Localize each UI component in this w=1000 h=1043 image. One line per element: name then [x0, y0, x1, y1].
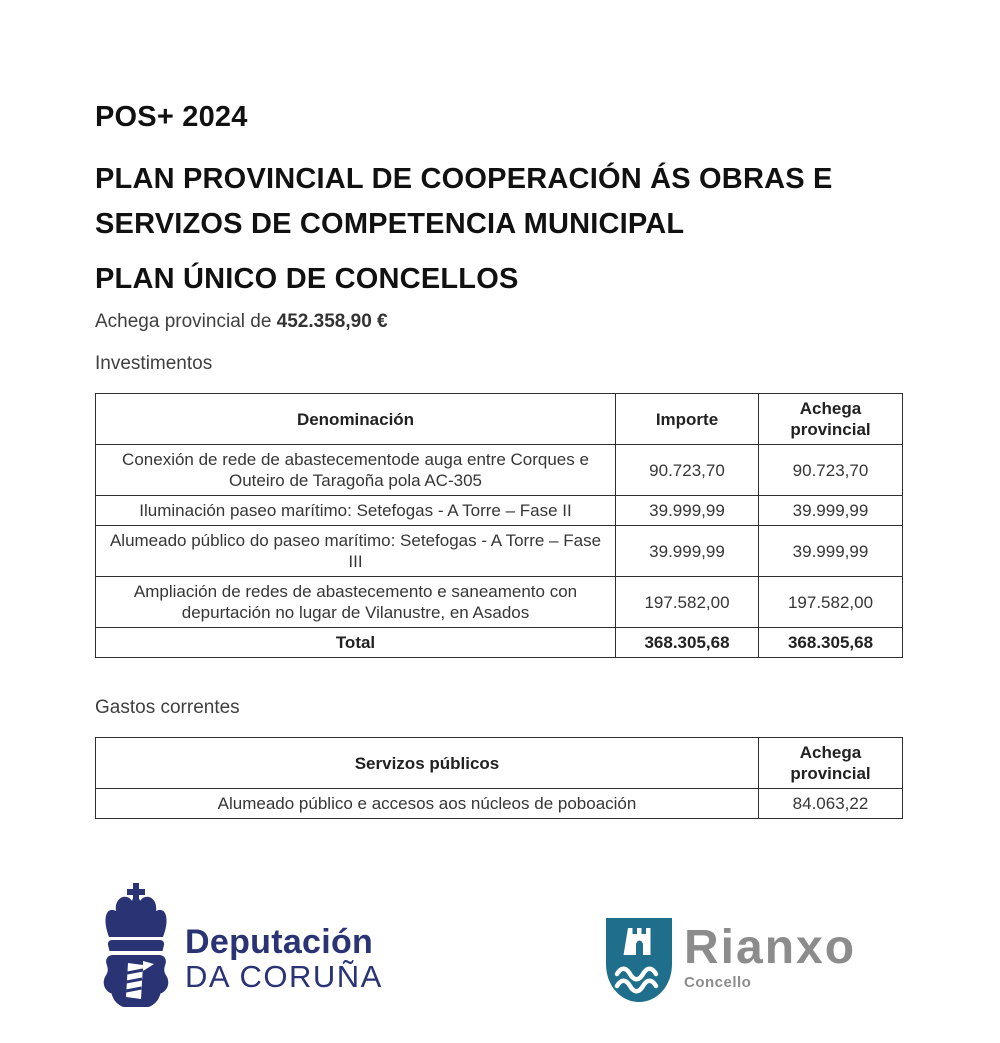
cell-denominacion: Alumeado público do paseo marítimo: Sete… [95, 525, 616, 577]
section-investments-label: Investimentos [95, 353, 213, 374]
total-label: Total [95, 627, 616, 658]
deputacion-text: Deputación DA CORUÑA [185, 883, 383, 993]
rianxo-text: Rianxo Concello [684, 917, 857, 992]
subsidy-prefix: Achega provincial de [95, 311, 277, 332]
subsidy-amount: 452.358,90 € [276, 311, 388, 332]
deputacion-emblem-icon [103, 883, 169, 1007]
expenses-header-row: Servizos públicos Achega provincial [95, 737, 903, 789]
rianxo-shield-icon [606, 918, 672, 1002]
cell-achega: 39.999,99 [758, 525, 903, 577]
col-header-achega: Achega provincial [758, 393, 903, 445]
investments-table: Denominación Importe Achega provincial C… [95, 393, 903, 658]
title-plan-line1: PLAN PROVINCIAL DE COOPERACIÓN ÁS OBRAS … [95, 163, 833, 195]
total-importe: 368.305,68 [615, 627, 759, 658]
deputacion-name: Deputación [185, 923, 374, 961]
table-row: Iluminación paseo marítimo: Setefogas - … [95, 495, 903, 526]
document-page: POS+ 2024 PLAN PROVINCIAL DE COOPERACIÓN… [95, 101, 905, 1007]
cell-denominacion: Ampliación de redes de abastecemento e s… [95, 576, 616, 628]
cell-achega: 197.582,00 [758, 576, 903, 628]
table-row: Ampliación de redes de abastecemento e s… [95, 576, 903, 628]
deputacion-subtitle: DA CORUÑA [185, 959, 383, 994]
cell-importe: 39.999,99 [615, 525, 759, 577]
section-expenses-label: Gastos correntes [95, 697, 240, 718]
footer-logos: Deputación DA CORUÑA Rianxo Concello [95, 883, 905, 1043]
total-achega: 368.305,68 [758, 627, 903, 658]
expenses-table: Servizos públicos Achega provincial Alum… [95, 737, 903, 819]
title-unico: PLAN ÚNICO DE CONCELLOS [95, 263, 519, 295]
cell-achega: 90.723,70 [758, 444, 903, 496]
title-plan: PLAN PROVINCIAL DE COOPERACIÓN ÁS OBRAS … [95, 157, 905, 247]
title-pos: POS+ 2024 [95, 101, 248, 133]
cell-achega: 39.999,99 [758, 495, 903, 526]
subsidy-line: Achega provincial de 452.358,90 € [95, 310, 905, 334]
investments-header-row: Denominación Importe Achega provincial [95, 393, 903, 445]
table-row: Alumeado público do paseo marítimo: Sete… [95, 525, 903, 577]
col-header-importe: Importe [615, 393, 759, 445]
cell-achega: 84.063,22 [758, 788, 903, 819]
table-row: Conexión de rede de abastecementode auga… [95, 444, 903, 496]
col-header-servizos: Servizos públicos [95, 737, 759, 789]
rianxo-name: Rianxo [684, 921, 857, 974]
title-plan-line2: SERVIZOS DE COMPETENCIA MUNICIPAL [95, 208, 685, 240]
deputacion-logo: Deputación DA CORUÑA [98, 883, 383, 1007]
cell-importe: 39.999,99 [615, 495, 759, 526]
rianxo-logo: Rianxo Concello [605, 917, 856, 1003]
cell-importe: 90.723,70 [615, 444, 759, 496]
cell-denominacion: Conexión de rede de abastecementode auga… [95, 444, 616, 496]
total-row: Total 368.305,68 368.305,68 [95, 627, 903, 658]
cell-importe: 197.582,00 [615, 576, 759, 628]
table-row: Alumeado público e accesos aos núcleos d… [95, 788, 903, 819]
cell-denominacion: Iluminación paseo marítimo: Setefogas - … [95, 495, 616, 526]
cell-servizo: Alumeado público e accesos aos núcleos d… [95, 788, 759, 819]
col-header-achega: Achega provincial [758, 737, 903, 789]
rianxo-subtitle: Concello [684, 974, 752, 991]
col-header-denominacion: Denominación [95, 393, 616, 445]
